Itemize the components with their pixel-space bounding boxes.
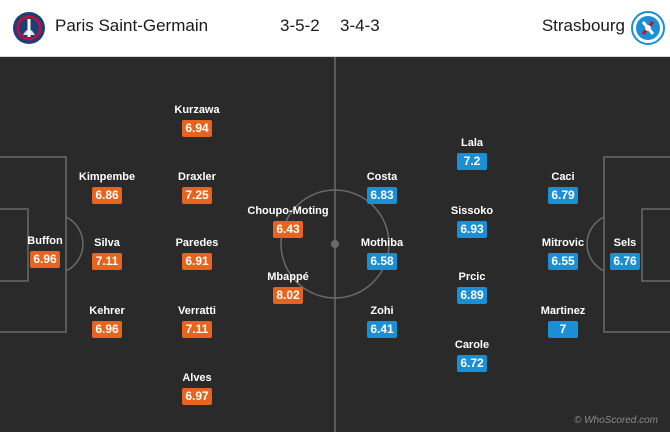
player-rating: 6.79: [548, 187, 578, 204]
player-rating: 6.41: [367, 321, 397, 338]
pitch-lines: [0, 57, 670, 432]
player-rating: 6.91: [182, 253, 212, 270]
player-rating: 7.11: [182, 321, 212, 338]
player-name: Kehrer: [89, 305, 125, 317]
home-player-lcm[interactable]: Draxler 7.25: [147, 170, 247, 204]
player-rating: 6.83: [367, 187, 397, 204]
player-name: Lala: [460, 137, 483, 149]
home-player-lcb[interactable]: Kimpembe 6.86: [57, 170, 157, 204]
pitch: Buffon 6.96 Kimpembe 6.86 Silva 7.11 Keh…: [0, 57, 670, 432]
player-name: Choupo-Moting: [247, 205, 329, 217]
player-rating: 6.86: [92, 187, 122, 204]
player-rating: 6.89: [457, 287, 487, 304]
away-player-lcb[interactable]: Caci 6.79: [513, 170, 613, 204]
player-name: Mbappé: [267, 271, 309, 283]
player-rating: 6.96: [30, 251, 60, 268]
away-player-rw[interactable]: Zohi 6.41: [332, 304, 432, 338]
player-name: Caci: [551, 171, 575, 183]
player-name: Buffon: [27, 235, 63, 247]
player-name: Silva: [94, 237, 120, 249]
player-rating: 6.76: [610, 253, 640, 270]
away-team-name: Strasbourg: [541, 16, 625, 35]
player-rating: 8.02: [273, 287, 303, 304]
player-name: Carole: [454, 339, 490, 351]
player-name: Paredes: [175, 237, 219, 249]
away-player-lw[interactable]: Costa 6.83: [332, 170, 432, 204]
player-rating: 6.93: [457, 221, 487, 238]
player-name: Martinez: [540, 305, 586, 317]
home-player-rcb[interactable]: Kehrer 6.96: [57, 304, 157, 338]
psg-crest-icon: [13, 12, 45, 44]
away-player-gk[interactable]: Sels 6.76: [575, 236, 670, 270]
home-formation: 3-5-2: [280, 16, 320, 35]
home-player-lwb[interactable]: Kurzawa 6.94: [147, 103, 247, 137]
player-rating: 7.2: [457, 153, 487, 170]
player-name: Prcic: [458, 271, 486, 283]
player-rating: 6.58: [367, 253, 397, 270]
player-rating: 6.55: [548, 253, 578, 270]
player-name: Zohi: [370, 305, 394, 317]
home-player-rcm[interactable]: Verratti 7.11: [147, 304, 247, 338]
away-player-st[interactable]: Mothiba 6.58: [332, 236, 432, 270]
home-player-dm[interactable]: Paredes 6.91: [147, 236, 247, 270]
match-header: Paris Saint-Germain 3-5-2 3-4-3 Strasbou…: [0, 0, 670, 57]
player-name: Verratti: [178, 305, 216, 317]
player-rating: 6.96: [92, 321, 122, 338]
home-player-lst[interactable]: Choupo-Moting 6.43: [238, 204, 338, 238]
player-rating: 6.72: [457, 355, 487, 372]
home-team-name: Paris Saint-Germain: [55, 16, 209, 35]
player-rating: 6.43: [273, 221, 303, 238]
player-name: Sels: [613, 237, 637, 249]
player-rating: 7.11: [92, 253, 122, 270]
away-player-lcm[interactable]: Sissoko 6.93: [422, 204, 522, 238]
away-player-rcm[interactable]: Prcic 6.89: [422, 270, 522, 304]
player-name: Kurzawa: [174, 104, 220, 116]
away-player-lm[interactable]: Lala 7.2: [422, 136, 522, 170]
watermark: © WhoScored.com: [573, 415, 658, 426]
player-name: Kimpembe: [78, 171, 136, 183]
player-rating: 7: [548, 321, 578, 338]
player-name: Sissoko: [450, 205, 494, 217]
player-name: Draxler: [178, 171, 216, 183]
home-player-gk[interactable]: Buffon 6.96: [0, 234, 95, 268]
home-player-rst[interactable]: Mbappé 8.02: [238, 270, 338, 304]
away-player-cb[interactable]: Mitrovic 6.55: [513, 236, 613, 270]
player-rating: 6.97: [182, 388, 212, 405]
player-rating: 6.94: [182, 120, 212, 137]
away-formation: 3-4-3: [340, 16, 380, 35]
home-player-cb[interactable]: Silva 7.11: [57, 236, 157, 270]
player-name: Costa: [366, 171, 398, 183]
strasbourg-crest-icon: [631, 11, 665, 45]
player-rating: 7.25: [182, 187, 212, 204]
player-name: Mothiba: [360, 237, 404, 249]
player-name: Mitrovic: [541, 237, 585, 249]
away-player-rcb[interactable]: Martinez 7: [513, 304, 613, 338]
player-name: Alves: [182, 372, 212, 384]
away-player-rm[interactable]: Carole 6.72: [422, 338, 522, 372]
home-player-rwb[interactable]: Alves 6.97: [147, 371, 247, 405]
